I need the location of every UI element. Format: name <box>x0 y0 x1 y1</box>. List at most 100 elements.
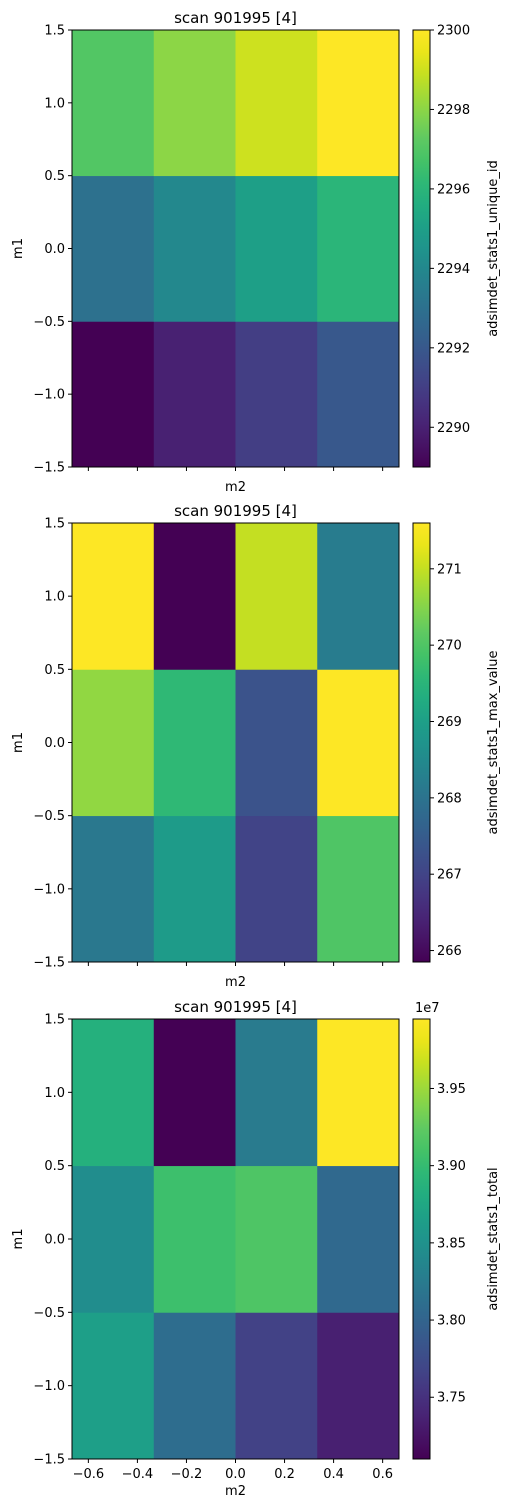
y-tick-label: 0.0 <box>44 736 65 751</box>
colorbar-tick-label: 3.75 <box>437 1391 466 1406</box>
colorbar-tick-label: 268 <box>437 791 462 806</box>
chart-title: scan 901995 [4] <box>174 998 297 1016</box>
colorbar-tick-label: 267 <box>437 868 462 883</box>
heatmap-cell <box>153 1165 236 1313</box>
heatmap-cell <box>72 523 155 670</box>
heatmap-cell <box>153 175 236 322</box>
heatmap-cell <box>235 523 318 670</box>
colorbar-tick-label: 3.80 <box>437 1314 466 1329</box>
heatmap-cell <box>72 175 155 322</box>
heatmap-cell <box>235 669 318 817</box>
heatmap-cell <box>317 1019 400 1167</box>
y-axis-label: m1 <box>11 238 26 259</box>
y-tick-label: 0.5 <box>44 169 65 184</box>
y-tick-label: −0.5 <box>33 1306 65 1321</box>
heatmap-cell <box>153 523 236 670</box>
heatmap-cell <box>235 175 318 322</box>
y-tick-label: 1.5 <box>44 1013 65 1028</box>
x-tick-label: −0.4 <box>122 1467 154 1482</box>
heatmap-panel-2: scan 901995 [4] −1.5 −1.0 −0.5 0.0 0.5 1.0 1.5 m… <box>11 502 501 990</box>
colorbar <box>412 522 431 963</box>
heatmap-cell <box>317 321 400 468</box>
heatmap-cells <box>72 1019 400 1460</box>
colorbar-tick-label: 2300 <box>437 24 470 39</box>
colorbar-offset-label: 1e7 <box>415 1001 440 1016</box>
heatmap-cell <box>235 1312 318 1460</box>
colorbar-tick-label: 2292 <box>437 341 470 356</box>
y-axis-label: m1 <box>11 732 26 753</box>
colorbar-tick-label: 3.85 <box>437 1236 466 1251</box>
x-tick-label: 0.6 <box>372 1467 393 1482</box>
y-tick-label: 0.5 <box>44 1159 65 1174</box>
heatmap-cell <box>153 669 236 817</box>
heatmap-panel-1: scan 901995 [4] −1.5 −1.0 −0.5 0.0 0.5 1.0 1.5 m… <box>11 9 501 495</box>
y-tick-label: −1.5 <box>33 956 65 971</box>
heatmap-cell <box>317 1165 400 1313</box>
y-tick-label: 1.5 <box>44 517 65 532</box>
heatmap-cell <box>317 669 400 817</box>
chart-title: scan 901995 [4] <box>174 9 297 27</box>
heatmap-cell <box>317 1312 400 1460</box>
chart-title: scan 901995 [4] <box>174 502 297 520</box>
heatmap-cell <box>317 175 400 322</box>
y-tick-label: 1.0 <box>44 96 65 111</box>
heatmap-cell <box>72 321 155 468</box>
heatmap-cell <box>72 815 155 963</box>
colorbar-label: adsimdet_stats1_max_value <box>486 651 501 835</box>
colorbar-label: adsimdet_stats1_unique_id <box>486 160 501 337</box>
y-tick-label: −1.0 <box>33 1379 65 1394</box>
heatmap-cells <box>72 523 400 963</box>
heatmap-cell <box>72 1019 155 1167</box>
colorbar-tick-label: 269 <box>437 715 462 730</box>
colorbar-tick-label: 3.95 <box>437 1082 466 1097</box>
y-tick-label: 0.5 <box>44 663 65 678</box>
heatmap-cell <box>153 321 236 468</box>
y-tick-label: −0.5 <box>33 315 65 330</box>
colorbar-tick-label: 2290 <box>437 421 470 436</box>
heatmap-cell <box>317 523 400 670</box>
heatmap-cell <box>72 669 155 817</box>
colorbar-tick-label: 3.90 <box>437 1159 466 1174</box>
colorbar-tick-label: 271 <box>437 562 462 577</box>
x-tick-label: 0.4 <box>323 1467 344 1482</box>
colorbar-tick-label: 2298 <box>437 103 470 118</box>
heatmap-cell <box>235 815 318 963</box>
heatmap-cell <box>153 815 236 963</box>
x-tick-label: −0.2 <box>171 1467 203 1482</box>
heatmap-panel-3: scan 901995 [4] −1.5 −1.0 −0.5 0.0 0.5 1.0 1.5 −… <box>11 998 501 1499</box>
x-axis-label: m2 <box>225 975 246 990</box>
heatmap-cell <box>153 1019 236 1167</box>
heatmap-cell <box>317 30 400 177</box>
x-axis-label: m2 <box>225 1484 246 1499</box>
colorbar-label: adsimdet_stats1_total <box>486 1167 501 1310</box>
heatmap-cell <box>153 30 236 177</box>
x-tick-label: −0.6 <box>73 1467 105 1482</box>
heatmap-cell <box>317 815 400 963</box>
heatmap-cell <box>153 1312 236 1460</box>
colorbar <box>412 1018 431 1460</box>
x-axis-label: m2 <box>225 480 246 495</box>
y-tick-label: −1.0 <box>33 882 65 897</box>
heatmap-cell <box>235 321 318 468</box>
y-axis-label: m1 <box>11 1229 26 1250</box>
y-tick-label: 0.0 <box>44 242 65 257</box>
heatmap-cells <box>72 30 400 468</box>
heatmap-cell <box>72 1165 155 1313</box>
y-tick-label: −1.0 <box>33 388 65 403</box>
heatmap-cell <box>72 1312 155 1460</box>
y-tick-label: 1.0 <box>44 590 65 605</box>
colorbar-tick-label: 2296 <box>437 182 470 197</box>
colorbar-tick-label: 270 <box>437 639 462 654</box>
colorbar-tick-label: 2294 <box>437 262 470 277</box>
x-tick-label: 0.0 <box>225 1467 246 1482</box>
y-tick-label: −0.5 <box>33 809 65 824</box>
heatmap-cell <box>235 30 318 177</box>
y-tick-label: 1.5 <box>44 24 65 39</box>
heatmap-cell <box>72 30 155 177</box>
x-tick-label: 0.2 <box>274 1467 295 1482</box>
y-tick-label: −1.5 <box>33 461 65 476</box>
heatmap-cell <box>235 1165 318 1313</box>
colorbar <box>412 29 431 468</box>
heatmap-cell <box>235 1019 318 1167</box>
